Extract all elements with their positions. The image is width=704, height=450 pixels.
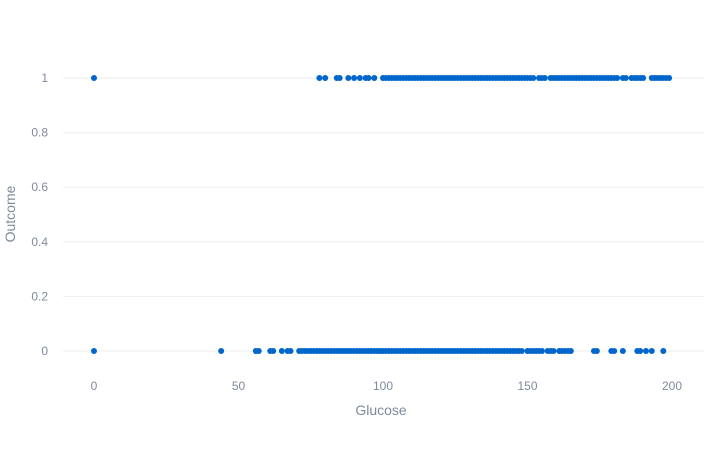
y-tick-label: 0.4 <box>31 235 48 249</box>
data-point[interactable] <box>278 348 285 354</box>
y-axis-title: Outcome <box>2 185 18 242</box>
data-point[interactable] <box>538 348 545 354</box>
data-point[interactable] <box>637 348 644 354</box>
data-point[interactable] <box>622 75 629 81</box>
data-point[interactable] <box>91 348 97 354</box>
data-point[interactable] <box>316 75 323 81</box>
data-points <box>91 75 673 354</box>
data-point[interactable] <box>530 75 537 81</box>
data-point[interactable] <box>351 75 358 81</box>
x-tick-label: 0 <box>91 379 98 393</box>
y-tick-label: 0 <box>41 344 48 358</box>
data-point[interactable] <box>550 348 557 354</box>
x-tick-label: 200 <box>662 379 682 393</box>
data-point[interactable] <box>365 75 372 81</box>
gridlines <box>63 77 704 352</box>
data-point[interactable] <box>666 75 673 81</box>
x-tick-label: 100 <box>373 379 393 393</box>
data-point[interactable] <box>593 348 600 354</box>
data-point[interactable] <box>356 75 363 81</box>
data-point[interactable] <box>614 75 621 81</box>
y-tick-label: 1 <box>41 71 48 85</box>
y-axis-ticks: 0 0.2 0.4 0.6 0.8 1 <box>31 71 48 358</box>
data-point[interactable] <box>541 75 548 81</box>
x-tick-label: 150 <box>517 379 537 393</box>
data-point[interactable] <box>518 348 525 354</box>
data-point[interactable] <box>567 348 574 354</box>
data-point[interactable] <box>255 348 262 354</box>
y-tick-label: 0.2 <box>31 289 48 303</box>
data-point[interactable] <box>660 348 667 354</box>
data-point[interactable] <box>371 75 378 81</box>
y-tick-label: 0.6 <box>31 180 48 194</box>
data-point[interactable] <box>648 348 655 354</box>
data-point[interactable] <box>270 348 277 354</box>
data-point[interactable] <box>642 348 649 354</box>
data-point[interactable] <box>619 348 626 354</box>
x-axis-ticks: 0 50 100 150 200 <box>91 379 683 393</box>
data-point[interactable] <box>287 348 294 354</box>
data-point[interactable] <box>611 348 618 354</box>
y-tick-label: 0.8 <box>31 126 48 140</box>
data-point[interactable] <box>91 75 97 81</box>
data-point[interactable] <box>322 75 329 81</box>
x-axis-title: Glucose <box>355 402 407 418</box>
data-point[interactable] <box>218 348 225 354</box>
data-point[interactable] <box>640 75 647 81</box>
x-tick-label: 50 <box>232 379 246 393</box>
data-point[interactable] <box>345 75 352 81</box>
data-point[interactable] <box>336 75 343 81</box>
